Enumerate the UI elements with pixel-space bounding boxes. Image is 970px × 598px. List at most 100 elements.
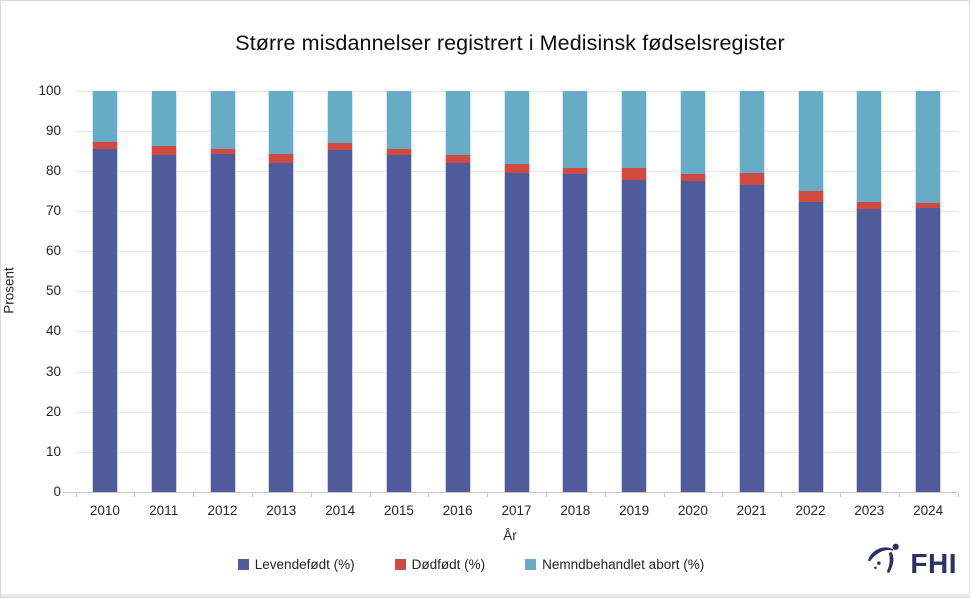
x-tick-label: 2010 xyxy=(89,503,120,518)
bar-segment-dodfodt xyxy=(679,174,706,181)
y-tick-label: 80 xyxy=(45,162,61,178)
bar-segment-dodfodt xyxy=(91,141,118,149)
y-tick-label: 70 xyxy=(45,202,61,218)
bar-segment-dodfodt xyxy=(327,142,354,151)
bar-segment-abort xyxy=(738,90,765,173)
bar-segment-levendefodt xyxy=(738,185,765,492)
x-tick-label: 2015 xyxy=(383,503,414,518)
x-axis-tick xyxy=(193,493,195,497)
x-axis-tick xyxy=(75,493,77,497)
legend-marker xyxy=(394,559,406,570)
bar-segment-abort xyxy=(915,90,942,203)
x-axis-tick xyxy=(545,493,547,497)
bar-segment-abort xyxy=(385,90,412,150)
bar-segment-dodfodt xyxy=(856,202,883,209)
x-tick-label: 2019 xyxy=(619,503,650,518)
y-tick-label: 60 xyxy=(45,243,61,259)
x-axis-tick xyxy=(957,493,959,497)
bar-segment-levendefodt xyxy=(444,163,471,492)
legend-label: Levendefødt (%) xyxy=(254,557,355,572)
x-axis-tick xyxy=(604,493,606,497)
bar-segment-dodfodt xyxy=(915,202,942,209)
bar-segment-levendefodt xyxy=(385,155,412,492)
x-axis-tick xyxy=(898,493,900,497)
bar-segment-abort xyxy=(150,90,177,147)
y-tick-label: 30 xyxy=(45,363,61,379)
bar-segment-abort xyxy=(856,90,883,203)
y-tick-label: 100 xyxy=(38,82,61,98)
bar-segment-dodfodt xyxy=(621,168,648,180)
bar-segment-abort xyxy=(268,90,295,155)
x-tick-label: 2016 xyxy=(442,503,473,518)
x-tick-label: 2023 xyxy=(854,503,885,518)
bar-segment-dodfodt xyxy=(797,191,824,203)
bar-segment-abort xyxy=(562,90,589,168)
x-tick-label: 2017 xyxy=(501,503,532,518)
bar-segment-dodfodt xyxy=(444,155,471,164)
fhi-logo-icon xyxy=(865,540,907,587)
bar-segment-levendefodt xyxy=(209,154,236,492)
x-axis-title: År xyxy=(503,528,517,543)
bar-segment-abort xyxy=(327,90,354,143)
bar-segment-levendefodt xyxy=(91,148,118,492)
x-tick-label: 2018 xyxy=(560,503,591,518)
x-axis-tick xyxy=(134,493,136,497)
fhi-logo-text: FHI xyxy=(910,547,957,579)
bar-segment-dodfodt xyxy=(503,163,530,173)
x-axis-tick xyxy=(722,493,724,497)
y-tick-label: 10 xyxy=(45,443,61,459)
x-tick-label: 2024 xyxy=(913,503,944,518)
x-axis-tick xyxy=(428,493,430,497)
bar-segment-abort xyxy=(621,90,648,169)
bar-segment-dodfodt xyxy=(385,149,412,156)
legend-marker xyxy=(237,559,249,570)
x-axis-line xyxy=(63,492,958,493)
bar-segment-levendefodt xyxy=(797,202,824,492)
x-axis-tick xyxy=(781,493,783,497)
y-tick-label: 90 xyxy=(45,122,61,138)
fhi-logo: FHI xyxy=(865,540,957,587)
x-tick-label: 2011 xyxy=(149,503,179,518)
y-axis-title: Prosent xyxy=(1,267,17,314)
legend: Levendefødt (%) Dødfødt (%) Nemndbehandlet… xyxy=(1,557,941,572)
bar-segment-dodfodt xyxy=(209,148,236,155)
y-tick-label: 0 xyxy=(53,484,61,499)
legend-item: Levendefødt (%) xyxy=(237,557,355,572)
bar-segment-levendefodt xyxy=(679,180,706,492)
bar-segment-dodfodt xyxy=(268,154,295,164)
legend-label: Dødfødt (%) xyxy=(411,557,486,572)
bar-segment-dodfodt xyxy=(150,146,177,156)
x-axis-tick xyxy=(839,493,841,497)
x-axis-tick xyxy=(369,493,371,497)
x-axis-tick xyxy=(663,493,665,497)
legend-label: Nemndbehandlet abort (%) xyxy=(542,557,705,572)
y-tick-label: 40 xyxy=(45,323,61,339)
bar-segment-levendefodt xyxy=(150,155,177,492)
bar-segment-abort xyxy=(91,90,118,142)
chart-title: Større misdannelser registrert i Medisin… xyxy=(235,31,785,55)
bar-segment-levendefodt xyxy=(268,163,295,492)
y-tick-label: 20 xyxy=(45,403,61,419)
bar-segment-levendefodt xyxy=(327,150,354,492)
x-axis-tick xyxy=(310,493,312,497)
bar-segment-levendefodt xyxy=(562,173,589,492)
bar-segment-abort xyxy=(679,90,706,175)
bar-segment-abort xyxy=(797,90,824,192)
bar-segment-abort xyxy=(444,90,471,156)
bar-segment-dodfodt xyxy=(738,172,765,186)
bar-segment-dodfodt xyxy=(562,167,589,174)
bar-segment-abort xyxy=(209,90,236,149)
x-tick-label: 2012 xyxy=(207,503,238,518)
x-tick-label: 2013 xyxy=(266,503,297,518)
bar-segment-levendefodt xyxy=(503,172,530,492)
x-tick-label: 2014 xyxy=(325,503,356,518)
bar-segment-levendefodt xyxy=(856,208,883,492)
x-tick-label: 2022 xyxy=(795,503,826,518)
bar-segment-levendefodt xyxy=(915,208,942,492)
x-tick-label: 2021 xyxy=(736,503,767,518)
y-tick-label: 50 xyxy=(45,283,61,299)
x-axis-tick xyxy=(487,493,489,497)
x-tick-label: 2020 xyxy=(677,503,708,518)
legend-item: Nemndbehandlet abort (%) xyxy=(525,557,704,572)
bar-segment-levendefodt xyxy=(621,179,648,492)
